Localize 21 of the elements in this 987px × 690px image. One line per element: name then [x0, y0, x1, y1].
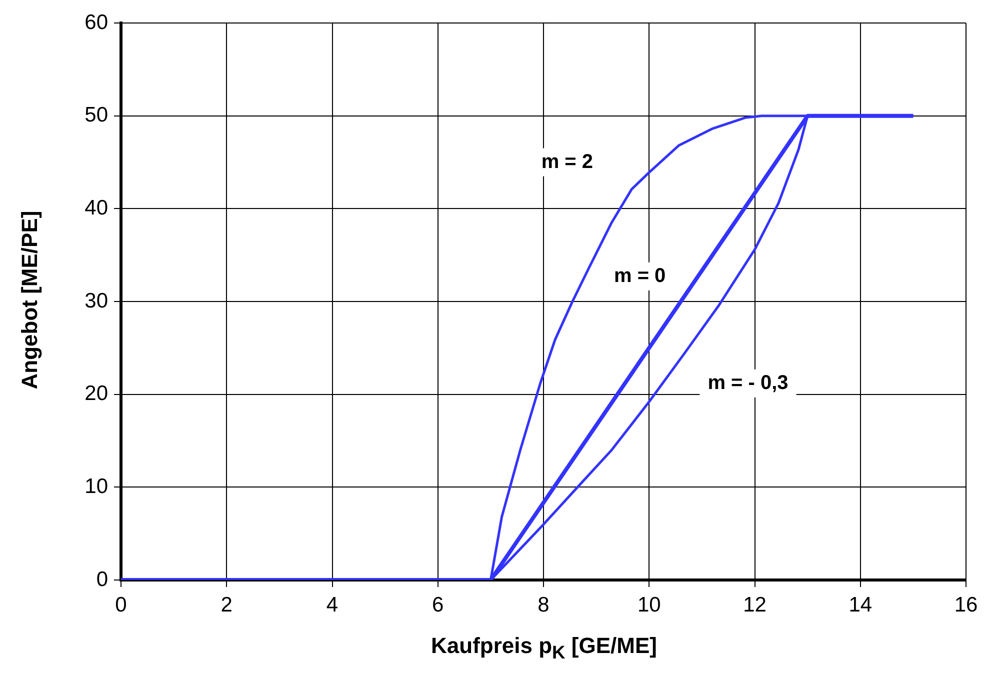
- x-axis-title: Kaufpreis p$_{K}$ [GE/ME]: [431, 633, 657, 664]
- x-tick-label: 14: [848, 593, 872, 616]
- y-tick-label: 10: [84, 474, 108, 498]
- x-tick-label: 6: [432, 593, 444, 616]
- x-tick-label: 4: [326, 593, 338, 616]
- x-tick-label: 10: [637, 593, 661, 616]
- x-tick-label: 16: [954, 593, 978, 616]
- y-tick-label: 60: [84, 10, 108, 34]
- x-tick-label: 2: [220, 593, 232, 616]
- x-tick-label: 8: [538, 593, 550, 616]
- y-tick-label: 20: [84, 382, 108, 406]
- y-tick-label: 50: [84, 104, 108, 127]
- y-axis-title: Angebot [ME/PE]: [17, 210, 43, 390]
- y-tick-label: 0: [96, 568, 108, 591]
- y-tick-label: 40: [84, 196, 108, 220]
- x-tick-label: 0: [115, 593, 127, 616]
- x-tick-label: 12: [743, 593, 766, 616]
- y-tick-label: 30: [84, 289, 108, 312]
- series-label: m = - 0,3: [708, 372, 788, 394]
- text: m = 2: [541, 150, 594, 173]
- series-label: m = 0: [614, 264, 666, 287]
